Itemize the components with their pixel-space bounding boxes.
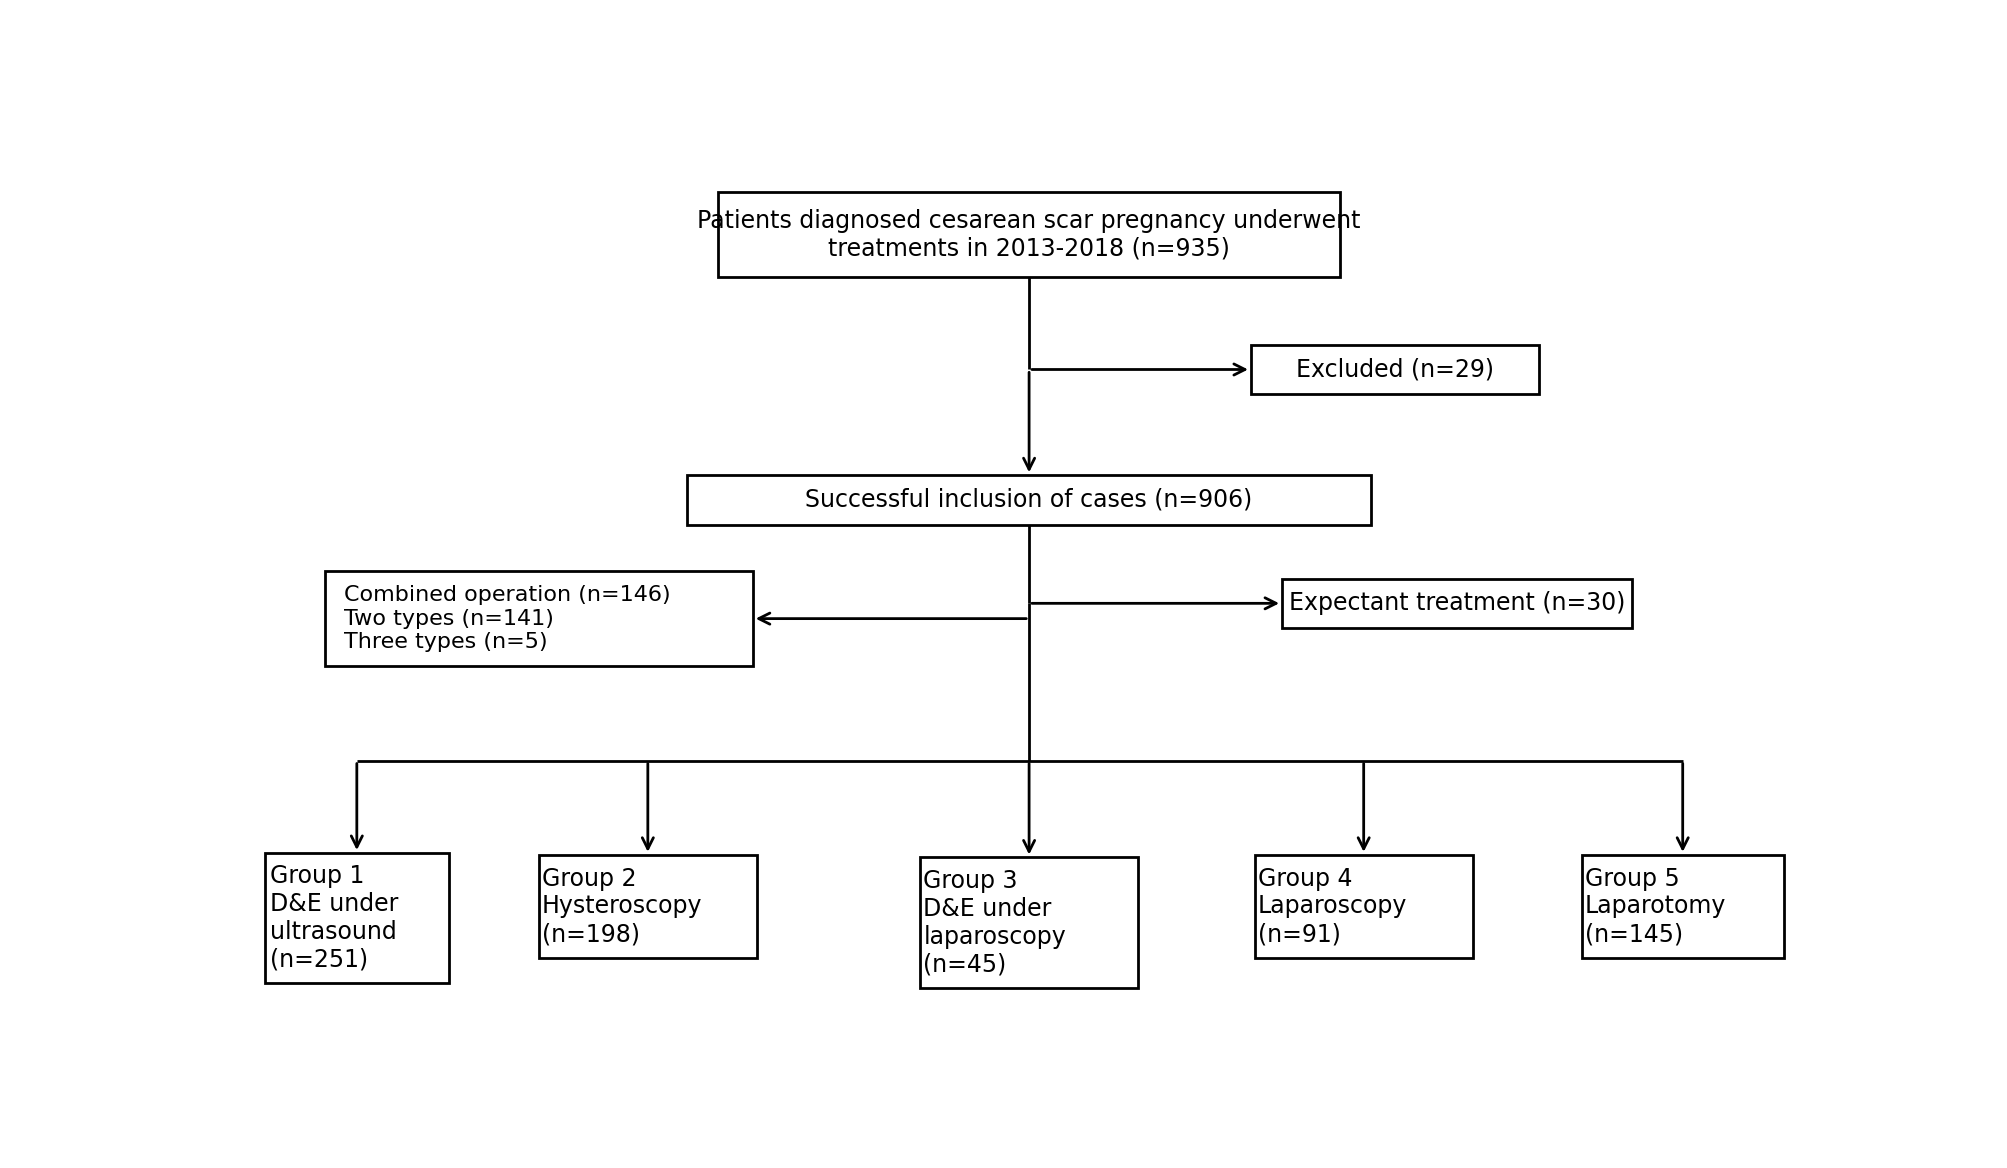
Text: Group 1
D&E under
ultrasound
(n=251): Group 1 D&E under ultrasound (n=251) bbox=[269, 864, 397, 972]
FancyBboxPatch shape bbox=[1250, 345, 1537, 395]
Text: Patients diagnosed cesarean scar pregnancy underwent
treatments in 2013-2018 (n=: Patients diagnosed cesarean scar pregnan… bbox=[696, 209, 1361, 260]
FancyBboxPatch shape bbox=[538, 855, 757, 958]
FancyBboxPatch shape bbox=[1254, 855, 1471, 958]
Text: Group 4
Laparoscopy
(n=91): Group 4 Laparoscopy (n=91) bbox=[1256, 867, 1407, 946]
Text: Group 2
Hysteroscopy
(n=198): Group 2 Hysteroscopy (n=198) bbox=[542, 867, 702, 946]
Text: Successful inclusion of cases (n=906): Successful inclusion of cases (n=906) bbox=[805, 488, 1252, 512]
FancyBboxPatch shape bbox=[1280, 578, 1632, 628]
Text: Expectant treatment (n=30): Expectant treatment (n=30) bbox=[1288, 591, 1624, 616]
FancyBboxPatch shape bbox=[919, 857, 1138, 988]
FancyBboxPatch shape bbox=[265, 853, 448, 983]
FancyBboxPatch shape bbox=[1582, 855, 1782, 958]
FancyBboxPatch shape bbox=[325, 571, 753, 666]
Text: Combined operation (n=146)
Two types (n=141)
Three types (n=5): Combined operation (n=146) Two types (n=… bbox=[345, 585, 670, 652]
FancyBboxPatch shape bbox=[686, 475, 1371, 524]
Text: Excluded (n=29): Excluded (n=29) bbox=[1295, 357, 1493, 382]
Text: Group 5
Laparotomy
(n=145): Group 5 Laparotomy (n=145) bbox=[1584, 867, 1726, 946]
FancyBboxPatch shape bbox=[719, 192, 1341, 277]
Text: Group 3
D&E under
laparoscopy
(n=45): Group 3 D&E under laparoscopy (n=45) bbox=[923, 869, 1066, 976]
